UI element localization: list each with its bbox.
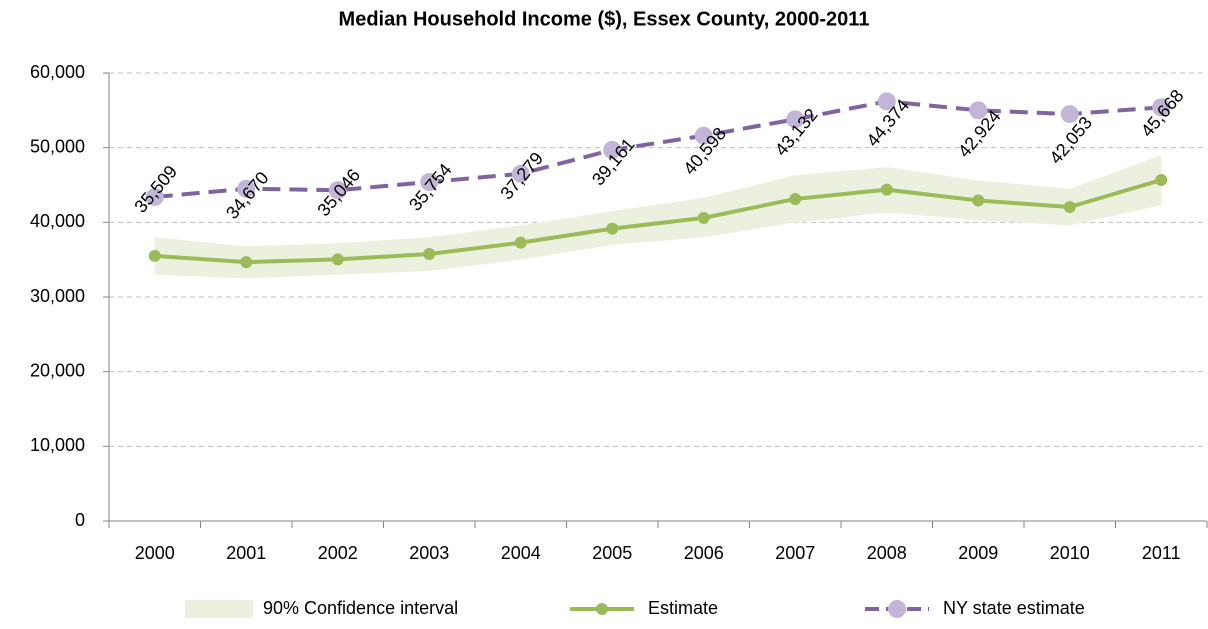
data-label: 45,668	[1137, 86, 1188, 141]
point-marker	[789, 192, 802, 205]
y-tick-label: 30,000	[30, 286, 85, 306]
y-tick-label: 10,000	[30, 435, 85, 455]
data-label: 35,754	[405, 160, 456, 215]
x-tick-label: 2000	[135, 543, 175, 563]
point-marker	[606, 222, 619, 235]
point-marker	[697, 211, 710, 224]
x-tick-label: 2001	[226, 543, 266, 563]
y-tick-label: 50,000	[30, 136, 85, 156]
point-marker	[880, 183, 893, 196]
point-marker	[969, 101, 988, 120]
point-marker	[1060, 105, 1079, 124]
y-tick-label: 20,000	[30, 360, 85, 380]
point-marker	[240, 256, 253, 269]
series-line	[154, 99, 1162, 199]
point-marker	[148, 249, 161, 262]
x-tick-label: 2004	[501, 543, 541, 563]
point-marker	[420, 173, 439, 192]
point-marker	[694, 126, 713, 145]
point-marker	[514, 236, 527, 249]
point-marker	[877, 92, 896, 111]
x-tick-label: 2005	[592, 543, 632, 563]
point-marker	[1152, 98, 1171, 117]
legend-label: 90% Confidence interval	[263, 598, 458, 618]
point-marker	[145, 187, 164, 206]
confidence-band	[154, 155, 1162, 279]
y-tick-label: 60,000	[30, 62, 85, 82]
point-marker	[1155, 174, 1168, 187]
data-label: 35,046	[313, 165, 364, 220]
y-tick-label: 0	[75, 510, 85, 530]
x-tick-label: 2008	[867, 543, 907, 563]
legend-swatch	[185, 600, 253, 618]
point-marker	[511, 164, 530, 183]
legend-label: Estimate	[648, 598, 718, 618]
x-tick-label: 2003	[409, 543, 449, 563]
chart-title: Median Household Income ($), Essex Count…	[339, 8, 870, 30]
y-tick-label: 40,000	[30, 211, 85, 231]
point-marker	[328, 181, 347, 200]
legend-marker	[596, 603, 608, 615]
x-tick-label: 2010	[1050, 543, 1090, 563]
point-marker	[423, 248, 436, 261]
x-tick-label: 2002	[318, 543, 358, 563]
data-label: 35,509	[130, 162, 181, 217]
point-marker	[603, 140, 622, 159]
x-tick-label: 2006	[684, 543, 724, 563]
legend-label: NY state estimate	[943, 598, 1085, 618]
point-marker	[1063, 201, 1076, 214]
point-marker	[972, 194, 985, 207]
point-marker	[331, 253, 344, 266]
x-tick-label: 2009	[958, 543, 998, 563]
point-marker	[786, 110, 805, 129]
x-tick-label: 2011	[1142, 543, 1181, 563]
data-label: 37,279	[496, 148, 547, 203]
x-tick-label: 2007	[775, 543, 815, 563]
series-line	[154, 178, 1162, 265]
point-marker	[237, 179, 256, 198]
data-label: 34,670	[222, 168, 273, 223]
legend-marker	[888, 600, 906, 618]
